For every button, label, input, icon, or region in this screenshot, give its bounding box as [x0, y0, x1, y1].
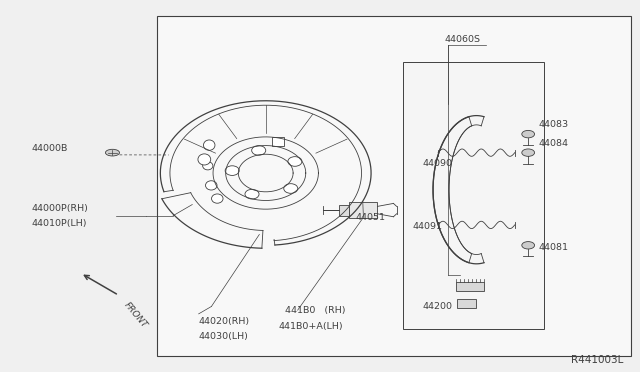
Text: 44051: 44051 — [355, 213, 385, 222]
Circle shape — [522, 241, 534, 249]
Bar — [456, 282, 484, 291]
Ellipse shape — [204, 140, 215, 150]
Ellipse shape — [212, 194, 223, 203]
Circle shape — [522, 131, 534, 138]
Text: 441B0   (RH): 441B0 (RH) — [285, 306, 346, 315]
Ellipse shape — [203, 162, 213, 170]
Bar — [458, 299, 476, 308]
Bar — [413, 209, 420, 218]
Ellipse shape — [252, 145, 266, 155]
Text: 44000P(RH): 44000P(RH) — [31, 204, 88, 213]
Ellipse shape — [245, 189, 259, 199]
Text: 44020(RH): 44020(RH) — [198, 317, 250, 326]
Ellipse shape — [106, 149, 120, 156]
Bar — [157, 16, 631, 356]
Ellipse shape — [284, 184, 298, 193]
Ellipse shape — [225, 166, 239, 176]
Text: 44091: 44091 — [413, 222, 443, 231]
Bar — [339, 205, 349, 216]
Bar — [403, 209, 411, 218]
Text: 44010P(LH): 44010P(LH) — [31, 219, 87, 228]
Text: 44083: 44083 — [538, 121, 568, 129]
Text: 44090: 44090 — [422, 159, 452, 168]
Text: 441B0+A(LH): 441B0+A(LH) — [278, 322, 343, 331]
Bar — [271, 137, 284, 146]
Text: 44000B: 44000B — [31, 144, 68, 153]
Bar — [403, 62, 543, 329]
Ellipse shape — [288, 157, 302, 166]
Text: R441003L: R441003L — [571, 355, 623, 365]
Text: 44030(LH): 44030(LH) — [198, 331, 248, 341]
Text: FRONT: FRONT — [122, 301, 148, 330]
Text: 44084: 44084 — [538, 139, 568, 148]
Text: 44200: 44200 — [422, 302, 452, 311]
Ellipse shape — [205, 181, 217, 190]
Bar — [349, 202, 378, 218]
Ellipse shape — [198, 154, 211, 165]
Text: 44060S: 44060S — [445, 35, 481, 44]
Circle shape — [522, 149, 534, 156]
Text: 44081: 44081 — [538, 243, 568, 251]
